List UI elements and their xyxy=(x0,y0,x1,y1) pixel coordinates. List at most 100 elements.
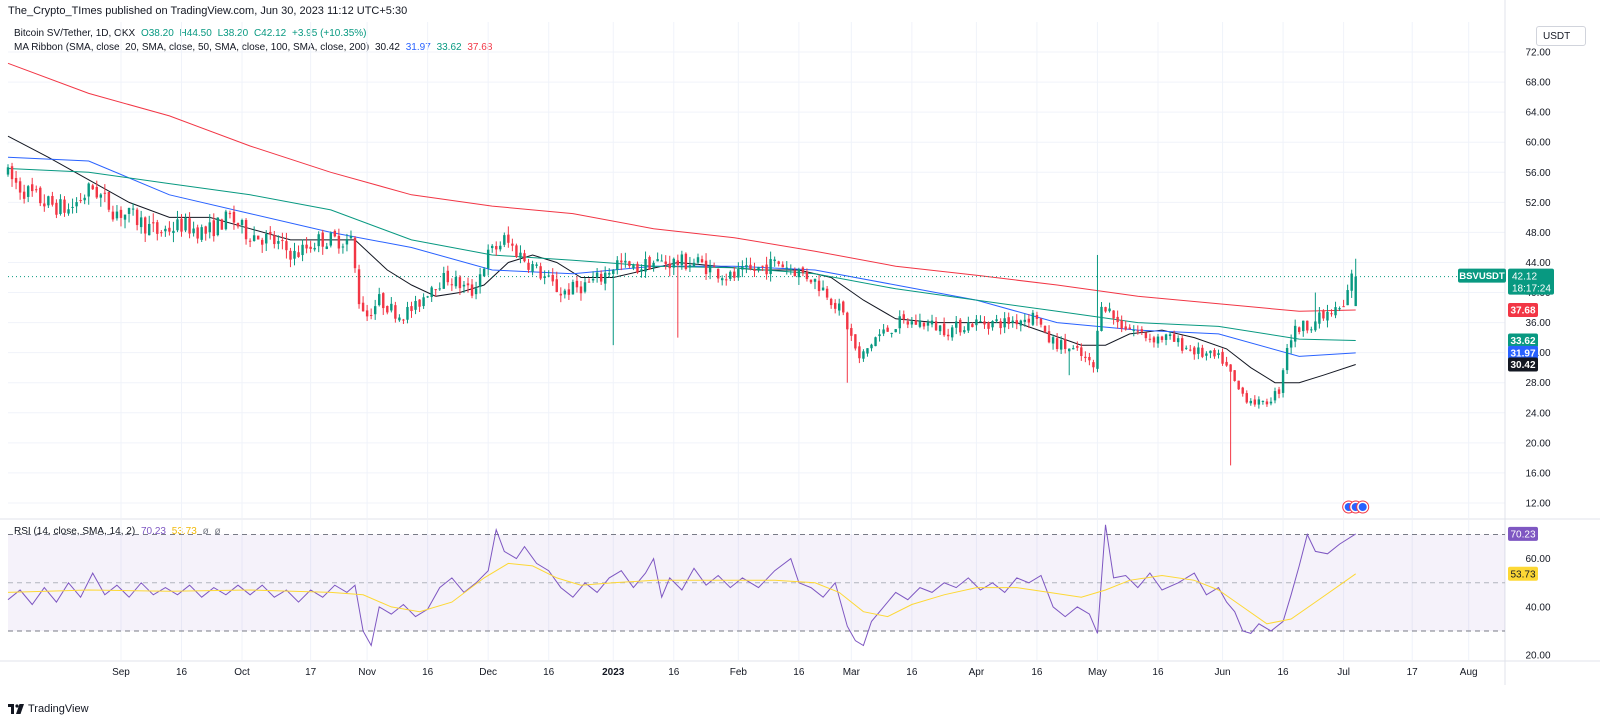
tradingview-logo[interactable]: TradingView xyxy=(8,703,89,715)
candle-body xyxy=(1277,389,1281,394)
candle-body xyxy=(1144,332,1148,339)
time-tick-label: 16 xyxy=(906,667,918,678)
candle xyxy=(208,214,211,239)
time-tick-label: Feb xyxy=(730,667,748,678)
candle xyxy=(232,205,236,230)
candle-body xyxy=(422,297,425,307)
candle-body xyxy=(599,273,603,282)
candle xyxy=(386,305,389,315)
candle xyxy=(882,324,885,337)
candle-body xyxy=(862,351,865,359)
candle xyxy=(192,221,195,237)
candle xyxy=(75,197,78,214)
candle xyxy=(967,316,970,333)
candle xyxy=(47,195,50,209)
candle-body xyxy=(353,237,357,269)
candle-body xyxy=(127,207,131,214)
candle xyxy=(1221,348,1224,366)
candle-body xyxy=(168,227,171,232)
candle xyxy=(172,221,175,243)
candle xyxy=(196,224,199,244)
candle xyxy=(281,232,284,250)
candle xyxy=(975,315,978,331)
candle-body xyxy=(446,270,450,283)
candle xyxy=(265,230,268,252)
candle-body xyxy=(386,306,389,313)
candle-body xyxy=(1318,312,1321,324)
candle xyxy=(10,162,14,187)
candle-body xyxy=(519,252,522,258)
candle xyxy=(672,257,675,275)
candle xyxy=(1233,370,1236,382)
candle xyxy=(152,213,155,233)
candle xyxy=(684,252,688,271)
candle-body xyxy=(688,265,692,268)
candle-body xyxy=(1237,380,1240,390)
candle-body xyxy=(1229,364,1232,372)
rsi-title[interactable]: RSI (14, close, SMA, 14, 2) xyxy=(14,526,136,537)
candle xyxy=(1293,319,1297,348)
candle-body xyxy=(478,274,482,287)
candle xyxy=(567,283,571,300)
candle xyxy=(720,275,724,286)
price-tick-label: 64.00 xyxy=(1525,108,1550,119)
candle-body xyxy=(1132,330,1135,332)
time-tick-label: 16 xyxy=(1152,667,1164,678)
candle-body xyxy=(79,200,82,202)
candle xyxy=(890,332,893,338)
ma-price-badge xyxy=(1508,357,1538,372)
candle-body xyxy=(55,202,58,215)
candle xyxy=(220,218,224,230)
candle-body xyxy=(293,250,296,259)
time-tick-label: 16 xyxy=(1031,667,1043,678)
candle-body xyxy=(442,272,445,289)
candle-body xyxy=(1172,334,1176,342)
candle-body xyxy=(1189,349,1192,351)
candle-body xyxy=(63,199,66,213)
candle-body xyxy=(454,276,458,287)
candle xyxy=(866,348,869,357)
candle xyxy=(930,314,934,328)
price-tick-label: 24.00 xyxy=(1525,408,1550,419)
rsi-tick-label: 60.00 xyxy=(1525,554,1550,565)
candle-body xyxy=(1108,308,1111,312)
candle-body xyxy=(1096,330,1099,369)
candle xyxy=(1229,364,1232,466)
time-tick-label: 17 xyxy=(1407,667,1419,678)
candle xyxy=(26,184,30,203)
candle xyxy=(200,224,203,243)
candle-body xyxy=(390,303,393,311)
symbol-title[interactable]: Bitcoin SV/Tether, 1D, OKX xyxy=(14,28,136,39)
candle xyxy=(176,210,179,233)
candle-body xyxy=(462,284,466,287)
candle xyxy=(6,164,10,177)
candle xyxy=(482,267,486,277)
candle-body xyxy=(700,259,704,263)
candle-body xyxy=(357,269,361,305)
candle xyxy=(309,240,312,253)
candle xyxy=(1314,292,1317,332)
candle xyxy=(571,279,575,295)
candle xyxy=(842,300,845,316)
candle xyxy=(1189,344,1192,352)
candle xyxy=(1055,333,1059,352)
candle-body xyxy=(842,301,845,313)
candle xyxy=(942,317,946,337)
candle-body xyxy=(107,192,111,210)
candle-body xyxy=(801,267,805,273)
candle xyxy=(148,215,151,236)
currency-selector[interactable]: USDT xyxy=(1536,26,1586,46)
candle xyxy=(938,324,942,335)
candle xyxy=(1132,325,1135,337)
candle-body xyxy=(938,325,942,332)
candle-body xyxy=(983,321,986,325)
candle xyxy=(345,233,349,252)
candle xyxy=(260,237,264,253)
ma-ribbon-title[interactable]: MA Ribbon (SMA, close, 20, SMA, close, 5… xyxy=(14,42,370,53)
candle xyxy=(204,225,207,241)
candle-body xyxy=(414,300,417,310)
candle-body xyxy=(870,344,873,349)
candle xyxy=(862,349,865,362)
